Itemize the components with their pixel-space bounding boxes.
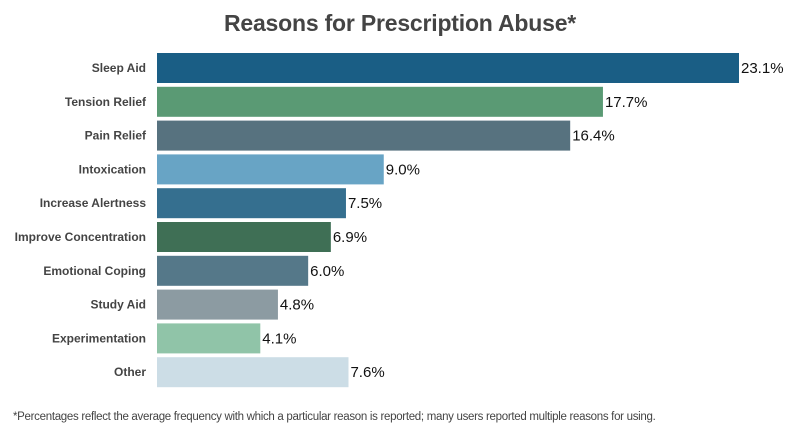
value-label-increase-alertness: 7.5%: [348, 195, 382, 212]
category-label-experimentation: Experimentation: [52, 331, 146, 345]
category-label-study-aid: Study Aid: [90, 298, 146, 312]
value-label-emotional-coping: 6.0%: [310, 263, 344, 280]
category-label-other: Other: [114, 365, 146, 379]
category-label-emotional-coping: Emotional Coping: [43, 264, 146, 278]
value-label-sleep-aid: 23.1%: [741, 60, 784, 77]
category-label-tension-relief: Tension Relief: [65, 95, 147, 109]
value-label-other: 7.6%: [350, 364, 384, 381]
bar-other: [157, 357, 349, 388]
bar-study-aid: [157, 289, 278, 320]
category-label-improve-concentration: Improve Concentration: [15, 230, 146, 244]
value-label-intoxication: 9.0%: [386, 161, 420, 178]
value-label-improve-concentration: 6.9%: [333, 229, 367, 246]
value-label-experimentation: 4.1%: [262, 330, 296, 347]
category-labels-group: Sleep Aid Tension Relief Pain Relief Intoxi…: [15, 61, 147, 379]
category-label-pain-relief: Pain Relief: [85, 129, 147, 143]
value-labels-group: 23.1% 17.7% 16.4% 9.0%7.5% 6.9% 6.0% 4.8% 4.1% 7…: [262, 60, 783, 381]
value-label-study-aid: 4.8%: [280, 297, 314, 314]
bar-increase-alertness: [157, 188, 346, 219]
footnote: *Percentages reflect the average frequen…: [13, 411, 656, 423]
category-label-increase-alertness: Increase Alertness: [40, 196, 147, 210]
bar-sleep-aid: [157, 53, 739, 83]
bar-emotional-coping: [157, 255, 309, 286]
value-label-pain-relief: 16.4%: [572, 128, 615, 145]
category-label-intoxication: Intoxication: [79, 162, 146, 176]
bar-pain-relief: [157, 120, 571, 151]
bar-tension-relief: [157, 86, 603, 117]
bars-group: [157, 53, 739, 388]
chart-title: Reasons for Prescription Abuse*: [223, 10, 577, 36]
bar-experimentation: [157, 323, 261, 354]
bar-intoxication: [157, 154, 384, 185]
value-label-tension-relief: 17.7%: [605, 94, 648, 111]
category-label-sleep-aid: Sleep Aid: [92, 61, 146, 75]
bar-improve-concentration: [157, 222, 331, 252]
